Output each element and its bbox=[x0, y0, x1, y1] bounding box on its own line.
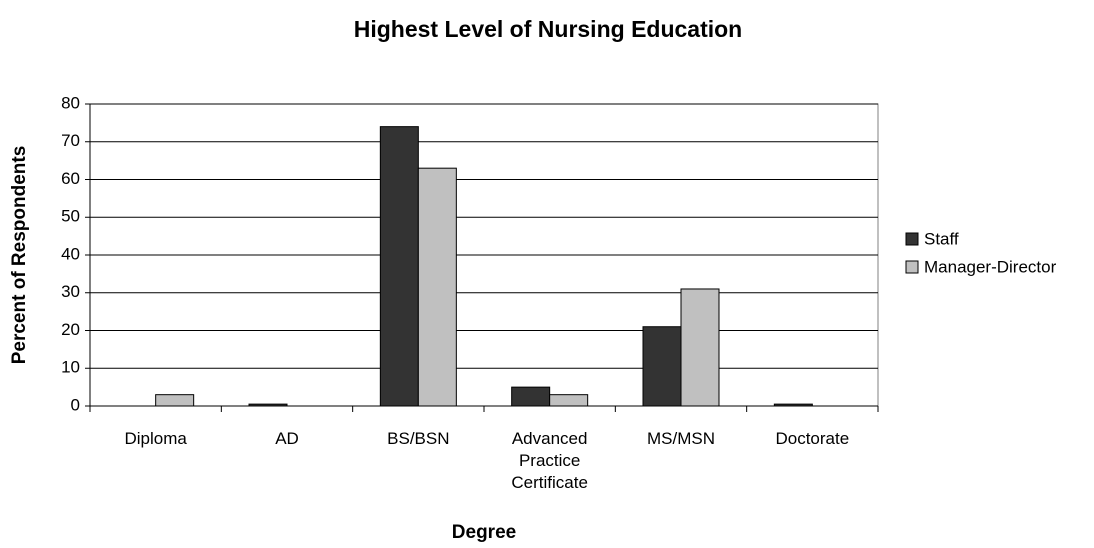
bar bbox=[680, 288, 720, 407]
y-tick-label: 50 bbox=[61, 207, 80, 226]
bar bbox=[417, 167, 457, 407]
x-tick-label: MS/MSN bbox=[647, 429, 715, 448]
y-tick-label: 20 bbox=[61, 320, 80, 339]
bar bbox=[248, 403, 288, 407]
y-tick-label: 70 bbox=[61, 131, 80, 150]
x-tick-label: Doctorate bbox=[775, 429, 850, 448]
x-tick-label: Advanced Practice Certificate bbox=[511, 429, 588, 492]
x-tick-label: BS/BSN bbox=[387, 429, 450, 448]
y-tick-label: 40 bbox=[61, 244, 80, 263]
y-tick-label: 60 bbox=[61, 169, 80, 188]
y-axis-title: Percent of Respondents bbox=[9, 146, 30, 365]
bar bbox=[549, 394, 589, 407]
y-tick-label: 80 bbox=[61, 93, 80, 112]
legend-label: Staff bbox=[924, 229, 959, 248]
y-tick-label: 0 bbox=[71, 395, 80, 414]
legend-label: Manager-Director bbox=[924, 257, 1057, 276]
legend-swatch bbox=[905, 232, 919, 246]
y-tick-label: 10 bbox=[61, 358, 80, 377]
legend-swatch bbox=[905, 260, 919, 274]
chart-title: Highest Level of Nursing Education bbox=[354, 16, 742, 42]
x-tick-label: Diploma bbox=[124, 429, 187, 448]
bar bbox=[379, 126, 419, 407]
x-tick-label: AD bbox=[275, 429, 299, 448]
y-tick-label: 30 bbox=[61, 282, 80, 301]
bar bbox=[773, 403, 813, 407]
bar bbox=[642, 326, 682, 407]
bar bbox=[511, 386, 551, 407]
bar bbox=[155, 394, 195, 407]
x-axis-title: Degree bbox=[452, 522, 516, 543]
